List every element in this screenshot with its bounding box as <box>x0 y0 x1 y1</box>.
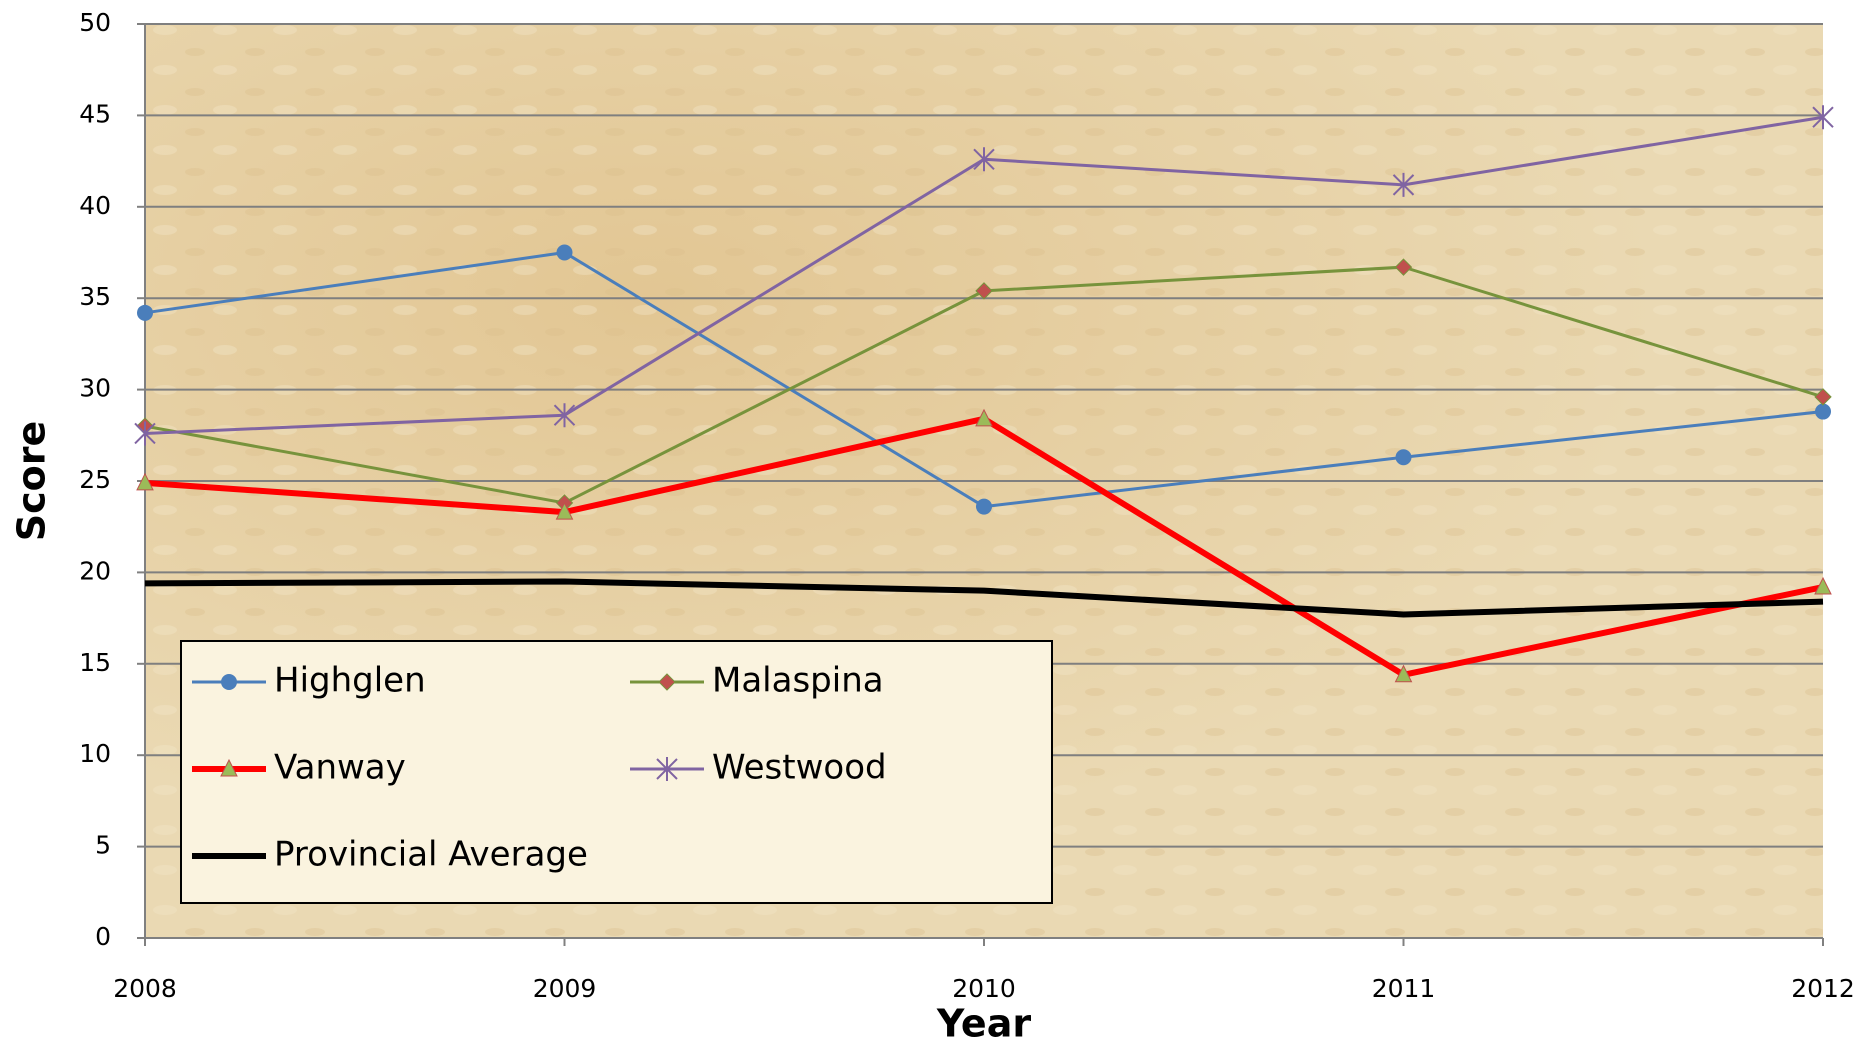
y-tick-label: 40 <box>79 191 111 220</box>
marker <box>134 421 156 446</box>
y-axis-title: Score <box>10 421 54 542</box>
x-axis-title: Year <box>936 1002 1031 1045</box>
marker <box>975 408 993 427</box>
marker <box>658 673 676 691</box>
y-tick-label: 25 <box>79 465 111 494</box>
x-tick-label: 2008 <box>113 974 177 1003</box>
legend-label: Vanway <box>274 748 406 788</box>
marker <box>1395 449 1412 466</box>
y-tick-label: 35 <box>79 282 111 311</box>
y-tick-label: 30 <box>79 374 111 403</box>
y-tick-label: 5 <box>95 831 111 860</box>
marker <box>220 758 238 777</box>
marker <box>1812 105 1834 130</box>
x-tick-label: 2009 <box>533 974 597 1003</box>
marker <box>1394 664 1413 683</box>
marker <box>1814 576 1832 595</box>
y-tick-label: 0 <box>95 922 111 951</box>
legend-label: Malaspina <box>712 661 884 701</box>
marker <box>975 282 993 300</box>
legend-label: Provincial Average <box>274 835 588 875</box>
marker <box>1394 258 1413 276</box>
x-tick-label: 2010 <box>952 974 1016 1003</box>
legend-label: Westwood <box>712 748 887 788</box>
marker <box>1814 388 1832 406</box>
marker <box>136 472 154 491</box>
marker <box>553 403 576 428</box>
marker <box>555 501 574 520</box>
marker <box>656 757 678 781</box>
y-tick-label: 50 <box>79 8 111 37</box>
marker <box>976 498 992 515</box>
legend: Highglen Malaspina Vanway Westwood Provincia… <box>180 640 1053 904</box>
x-tick-label: 2012 <box>1791 974 1855 1003</box>
marker <box>973 147 995 172</box>
legend-box <box>180 640 1053 904</box>
series-line <box>144 578 1824 618</box>
y-tick-label: 20 <box>79 556 111 585</box>
marker <box>556 244 573 261</box>
marker <box>221 674 237 690</box>
y-tick-label: 15 <box>79 648 111 677</box>
legend-label: Highglen <box>274 661 426 701</box>
x-tick-label: 2011 <box>1372 974 1436 1003</box>
y-tick-label: 45 <box>79 99 111 128</box>
y-tick-label: 10 <box>79 739 111 768</box>
marker <box>137 304 153 321</box>
marker <box>1815 403 1831 420</box>
marker <box>1392 172 1415 197</box>
